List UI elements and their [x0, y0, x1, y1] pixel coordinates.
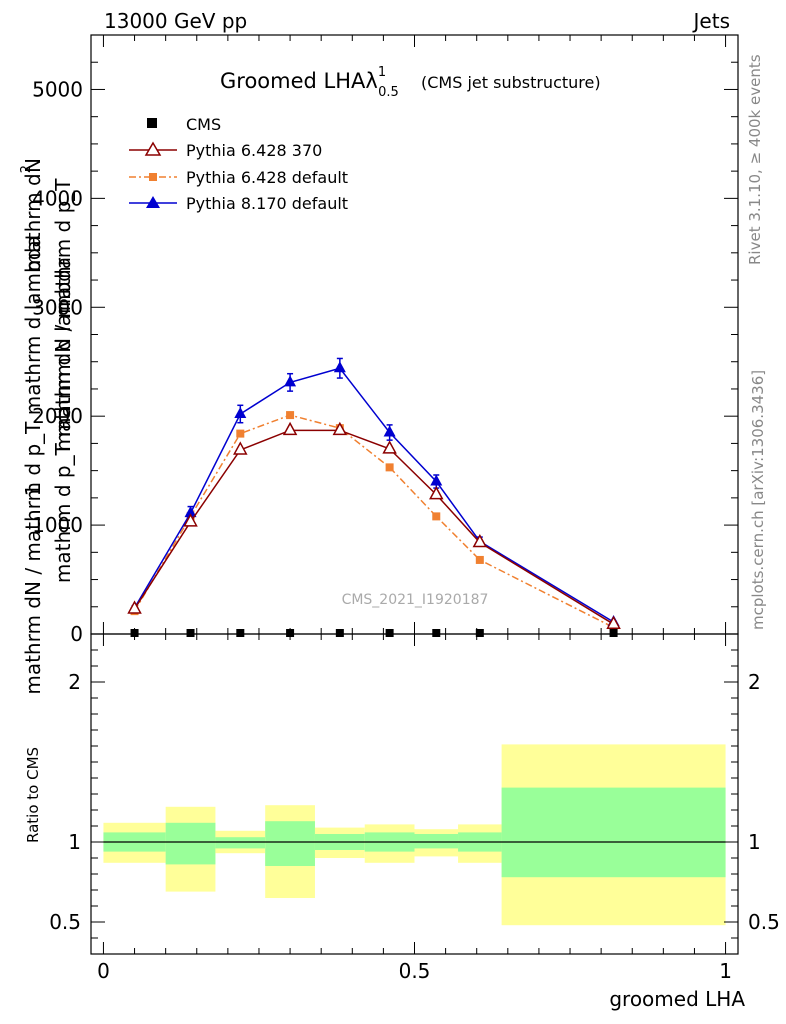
main-ytick-label: 4000	[32, 186, 83, 210]
point-py6-default	[236, 429, 245, 438]
ratio-axes: 0 0.5 1 0.5 0.5 1 1 2 2	[49, 634, 780, 983]
xtick-label: 0	[97, 959, 110, 983]
legend-marker-py6-default	[149, 173, 157, 181]
point-cms	[385, 629, 394, 637]
point-py6-370	[183, 513, 198, 527]
uncertainty-band-green	[215, 837, 266, 849]
legend-label-py6-370: Pythia 6.428 370	[186, 141, 322, 160]
xlabel: groomed LHA	[609, 987, 745, 1011]
chart-subtitle: (CMS jet substructure)	[421, 73, 601, 92]
uncertainty-band-green	[414, 834, 459, 849]
ylabel-denominator: mathrm d p_T mathrm d lambda	[51, 257, 75, 583]
point-py6-370	[606, 615, 621, 629]
main-ytick-label: 1000	[32, 513, 83, 537]
ylabel-numerator: mathrm d2N	[19, 158, 45, 272]
title-main: Groomed LHAλ	[220, 69, 378, 93]
ratio-panel: 0 0.5 1 0.5 0.5 1 1 2 2 Ratio to CMS groomed LHA	[24, 633, 780, 1011]
uncertainty-band-green	[265, 821, 315, 866]
legend-label-py6-default: Pythia 6.428 default	[186, 168, 348, 187]
main-chart-layer	[127, 357, 621, 637]
title-sup: 1	[378, 65, 386, 80]
point-py6-370	[429, 486, 444, 500]
ratio-ytick-label-right: 2	[748, 670, 761, 694]
point-py8-default	[284, 375, 297, 387]
header-left: 13000 GeV pp	[104, 9, 247, 33]
ratio-ytick-label-left: 1	[68, 830, 81, 854]
ratio-ytick-label-right: 0.5	[748, 910, 780, 934]
analysis-watermark: CMS_2021_I1920187	[342, 592, 489, 608]
ratio-ytick-label-left: 2	[68, 670, 81, 694]
point-cms	[335, 629, 344, 637]
point-py6-370	[282, 421, 298, 436]
point-py6-370	[382, 440, 397, 454]
point-py8-default	[184, 506, 197, 518]
ylabel-prefix: 1	[21, 484, 45, 497]
xtick-label: 1	[719, 959, 732, 983]
ylabel-prefix-den: mathrm dN / mathrm d p_T	[51, 178, 75, 452]
ratio-chart-layer	[103, 744, 726, 926]
point-py6-370	[332, 421, 348, 436]
point-cms	[432, 629, 441, 637]
uncertainty-band-green	[165, 822, 216, 865]
ratio-ytick-label-left: 0.5	[49, 910, 81, 934]
uncertainty-band-green	[501, 787, 726, 878]
point-cms	[236, 629, 245, 637]
point-py6-370	[127, 600, 142, 614]
ratio-ytick-label-right: 1	[748, 830, 761, 854]
legend-label-cms: CMS	[186, 115, 221, 134]
main-ytick-label: 2000	[32, 404, 83, 428]
point-py8-default	[383, 425, 396, 437]
legend-marker-py8-default	[146, 196, 160, 208]
point-py8-default	[234, 407, 247, 419]
ratio-ylabel: Ratio to CMS	[24, 747, 42, 843]
point-py6-default	[385, 463, 394, 472]
point-py6-default	[432, 512, 441, 521]
point-py6-default	[475, 555, 484, 564]
header-right: Jets	[692, 9, 730, 33]
ylabel-full: mathrm dN / mathrm d p_T mathrm d lambda	[21, 235, 45, 694]
main-ylabel: mathrm d2N mathrm d p_T mathrm d lambda …	[19, 158, 75, 695]
point-py8-default	[430, 474, 443, 486]
main-ytick-label: 0	[70, 622, 83, 646]
main-ytick-label: 3000	[32, 295, 83, 319]
point-cms	[186, 629, 195, 637]
main-axes: 0 1000 2000 3000 4000 5000	[32, 34, 738, 646]
series-line-py8-default	[133, 367, 614, 623]
point-py8-default	[333, 361, 346, 373]
main-ytick-label: 5000	[32, 77, 83, 101]
legend-label-py8-default: Pythia 8.170 default	[186, 194, 348, 213]
title-sub: 0.5	[378, 85, 399, 100]
legend: CMS Pythia 6.428 370 Pythia 6.428 defaul…	[129, 115, 348, 213]
legend-marker-py6-370	[144, 141, 162, 156]
point-py6-370	[233, 441, 248, 455]
legend-marker-cms	[147, 118, 157, 128]
xtick-label: 0.5	[399, 959, 431, 983]
point-cms	[609, 629, 618, 637]
chart-title: Groomed LHAλ1 0.5	[220, 65, 399, 100]
rivet-label: Rivet 3.1.10, ≥ 400k events	[746, 54, 764, 265]
point-py6-default	[286, 411, 295, 420]
point-py6-370	[472, 533, 488, 548]
mcplots-label: mcplots.cern.ch [arXiv:1306.3436]	[749, 370, 767, 630]
point-cms	[475, 629, 484, 637]
